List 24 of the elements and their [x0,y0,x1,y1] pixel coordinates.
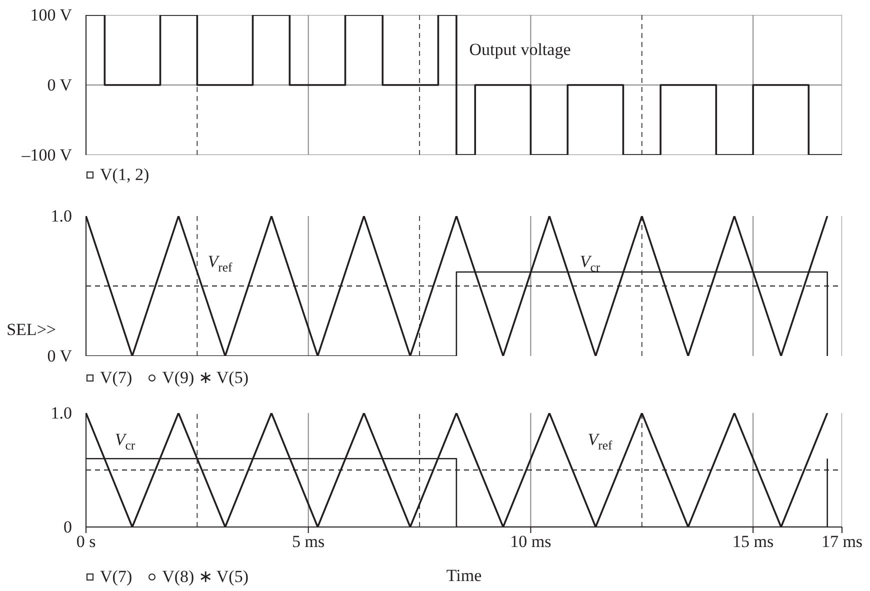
annotation: V$_{cr}$ [580,252,600,274]
annotation: Output voltage [469,40,571,59]
x-tick-label: 0 s [76,532,96,552]
y-tick-label: 1.0 [50,404,72,422]
annotation: V$_{ref}$ [588,430,612,452]
text: SEL>> [6,320,56,339]
legend-label: V(9) ∗ V(5) [162,367,249,388]
x-tick-label: 15 ms [732,532,774,552]
y-tick-label: 1.0 [50,206,72,226]
annotation: V$_{ref}$ [208,252,232,274]
annotation: V$_{cr}$ [114,430,136,452]
x-tick-label: 17 ms [821,532,863,552]
y-tick-label: 0 V [47,76,73,94]
legend-label: V(7) [100,566,132,586]
legend-label: V(7) [100,368,132,388]
legend-label: V(8) ∗ V(5) [162,566,249,587]
y-tick-label: 100 V [30,6,73,24]
y-tick-label: 0 [64,518,72,536]
x-tick-label: 5 ms [292,532,325,552]
x-tick-label: 10 ms [510,532,552,552]
y-tick-label: –100 V [20,146,73,164]
y-tick-label: 0 V [47,346,73,366]
legend-label: V(1, 2) [100,165,150,185]
x-axis-title: Time [446,566,482,585]
